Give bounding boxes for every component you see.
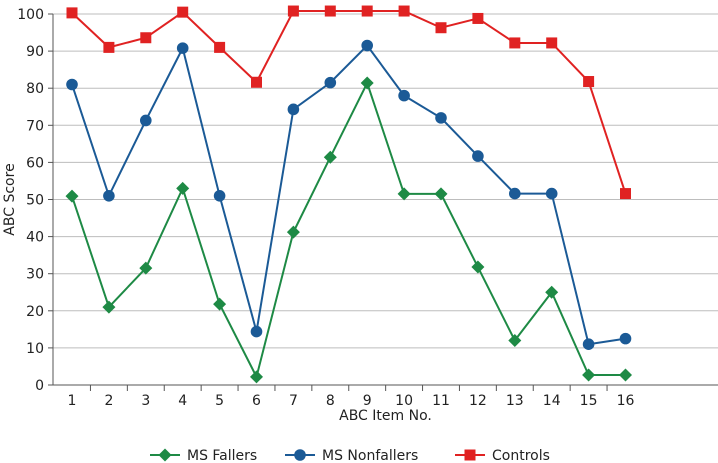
x-tick-label: 3 <box>141 393 150 409</box>
ms-nonfallers-point <box>176 42 189 54</box>
x-axis-title: ABC Item No. <box>339 408 432 424</box>
y-axis-title: ABC Score <box>2 163 18 235</box>
series <box>65 5 632 384</box>
ms-nonfallers-point <box>509 187 521 200</box>
controls-point <box>103 41 115 53</box>
ms-nonfallers-point <box>213 189 226 202</box>
y-tick-label: 90 <box>26 44 44 60</box>
x-tick-label: 2 <box>104 393 113 409</box>
y-tick-label: 70 <box>26 118 44 134</box>
x-tick-label: 5 <box>215 393 224 409</box>
ms-fallers-point <box>619 368 632 382</box>
controls-point <box>583 76 595 88</box>
controls-point <box>66 7 78 19</box>
controls-point <box>214 41 226 53</box>
y-tick-label: 50 <box>26 193 44 209</box>
ms-fallers-point <box>582 368 596 382</box>
y-tick-label: 10 <box>26 341 44 357</box>
legend-label: MS Nonfallers <box>322 448 418 463</box>
ms-nonfallers-point <box>398 89 410 102</box>
ms-fallers-point <box>360 76 374 90</box>
ms-nonfallers-point <box>250 325 263 338</box>
series-ms-fallers <box>65 76 632 384</box>
legend-item-ms-nonfallers: MS Nonfallers <box>285 448 418 463</box>
ms-nonfallers-line <box>71 44 626 346</box>
grid <box>53 13 718 349</box>
controls-point <box>177 6 189 18</box>
ms-fallers-line <box>71 80 626 380</box>
legend: MS Fallers MS Nonfallers Controls <box>150 448 550 463</box>
controls-point <box>140 32 152 44</box>
legend-item-controls: Controls <box>455 448 550 463</box>
ms-fallers-point <box>65 189 79 203</box>
y-tick-label: 40 <box>26 230 44 246</box>
controls-point <box>472 12 484 24</box>
axes: ABC Score ABC Item No. 0 10 20 30 40 50 60 70 80… <box>2 7 718 424</box>
ms-fallers-point <box>139 261 153 275</box>
legend-swatch-marker <box>158 448 172 462</box>
ms-fallers-point <box>286 225 300 239</box>
x-tick-label: 11 <box>432 393 450 409</box>
ms-nonfallers-point <box>140 114 152 127</box>
x-tick-label: 4 <box>178 393 187 409</box>
controls-point <box>324 5 336 17</box>
legend-label: MS Fallers <box>187 448 257 463</box>
ms-fallers-point <box>397 187 411 201</box>
ms-fallers-point <box>508 333 522 347</box>
legend-swatch-marker <box>294 449 306 461</box>
ms-fallers-point <box>545 285 559 299</box>
controls-point <box>620 188 631 200</box>
ms-nonfallers-point <box>435 112 447 124</box>
ms-nonfallers-point <box>324 76 337 89</box>
x-tick-label: 16 <box>617 393 635 409</box>
x-tick-label: 9 <box>363 393 372 409</box>
y-tick-label: 100 <box>17 7 44 23</box>
controls-point <box>287 5 299 17</box>
ms-nonfallers-point <box>619 332 632 345</box>
legend-label: Controls <box>492 448 550 463</box>
ms-nonfallers-point <box>66 78 78 91</box>
x-tick-label: 14 <box>543 393 561 409</box>
legend-item-ms-fallers: MS Fallers <box>150 448 257 463</box>
y-tick-label: 80 <box>26 81 44 97</box>
controls-point <box>435 22 447 34</box>
y-tick-label: 20 <box>26 304 44 320</box>
ms-nonfallers-point <box>287 103 300 116</box>
ms-nonfallers-point <box>361 39 374 52</box>
y-tick-label: 30 <box>26 267 44 283</box>
x-tick-label: 1 <box>68 393 77 409</box>
controls-point <box>509 37 521 49</box>
ms-fallers-point <box>176 181 190 195</box>
controls-point <box>251 76 262 88</box>
x-tick-label: 13 <box>506 393 524 409</box>
y-tick-label: 60 <box>26 155 44 171</box>
controls-point <box>398 5 410 17</box>
ms-nonfallers-point <box>545 187 558 200</box>
x-tick-label: 8 <box>326 393 335 409</box>
ms-fallers-point <box>250 370 263 384</box>
ms-nonfallers-point <box>103 189 115 202</box>
x-tick-label: 7 <box>289 393 298 409</box>
y-tick-label: 0 <box>35 378 44 394</box>
series-controls <box>66 5 631 200</box>
x-tick-label: 10 <box>395 393 413 409</box>
x-tick-label: 6 <box>252 393 261 409</box>
legend-swatch-marker <box>464 449 476 461</box>
ms-fallers-point <box>213 297 227 311</box>
ms-nonfallers-point <box>472 150 484 162</box>
x-tick-label: 15 <box>580 393 598 409</box>
controls-point <box>361 5 373 17</box>
ms-fallers-point <box>323 150 337 164</box>
x-tick-label: 12 <box>469 393 487 409</box>
ms-fallers-point <box>471 260 485 274</box>
controls-line <box>71 10 627 194</box>
ms-fallers-point <box>434 187 448 201</box>
series-ms-nonfallers <box>66 39 632 350</box>
ms-nonfallers-point <box>582 338 595 350</box>
controls-point <box>546 37 558 49</box>
ms-fallers-point <box>102 300 116 314</box>
